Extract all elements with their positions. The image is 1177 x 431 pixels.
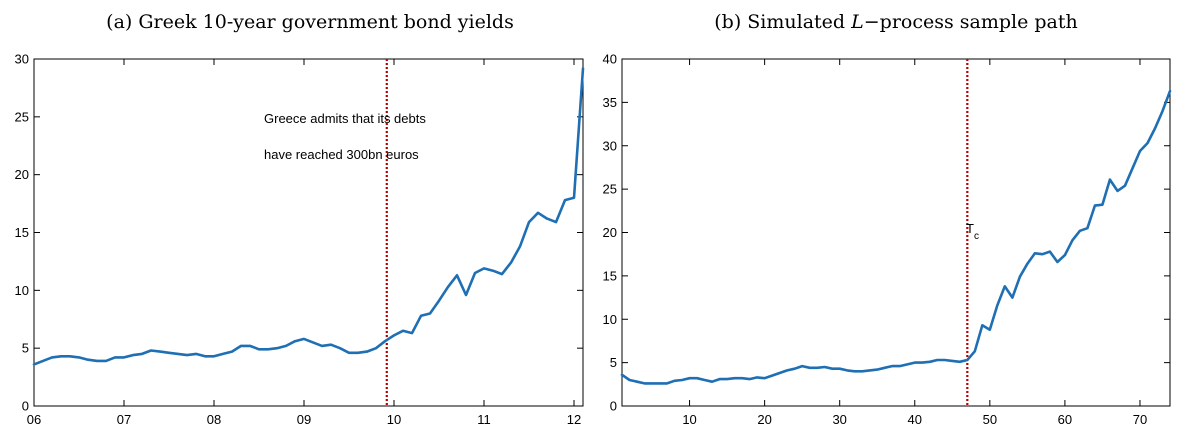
y-tick-label: 0: [610, 399, 617, 414]
y-tick-label: 5: [610, 355, 617, 370]
y-tick-label: 0: [22, 399, 29, 414]
panel-b-title-italic: L: [850, 11, 864, 33]
panel-b-axes-box: [621, 58, 1171, 407]
y-tick-label: 10: [603, 312, 617, 327]
panel-a-axes-box: [33, 58, 584, 407]
x-tick-label: 11: [477, 412, 491, 427]
panel-a-series-line: [32, 67, 585, 366]
x-tick-label: 10: [387, 412, 401, 427]
panel-b-series-line: [620, 89, 1172, 385]
x-tick-label: 60: [1058, 412, 1072, 427]
panel-a-annotation-line-1: Greece admits that its debts: [264, 111, 426, 126]
x-tick-label: 06: [27, 412, 41, 427]
panel-b-x-ticks: 10 20 30 40 50 60 70: [682, 59, 1147, 427]
panel-a-x-ticks: 06 07 08 09 10 11 12: [27, 59, 581, 427]
y-tick-label: 15: [15, 225, 29, 240]
x-tick-label: 08: [207, 412, 221, 427]
panel-a-y-ticks: 0 5 10 15 20 25 30: [15, 52, 583, 414]
x-tick-label: 50: [983, 412, 997, 427]
y-tick-label: 30: [15, 52, 29, 67]
panel-b-tc-label-sub: c: [974, 231, 979, 242]
y-tick-label: 40: [603, 52, 617, 67]
y-tick-label: 35: [603, 95, 617, 110]
x-tick-label: 10: [682, 412, 696, 427]
y-tick-label: 20: [15, 167, 29, 182]
panel-b-title: (b) Simulated L−process sample path: [714, 11, 1078, 33]
panel-b-tc-label: Tc: [966, 221, 979, 242]
panel-b-y-ticks: 0 5 10 15 20 25 30 35 40: [603, 52, 1170, 414]
y-tick-label: 15: [603, 268, 617, 283]
panel-b-title-suffix: −process sample path: [864, 11, 1078, 33]
panel-b: (b) Simulated L−process sample path 0 5 10…: [603, 11, 1172, 427]
y-tick-label: 10: [15, 283, 29, 298]
x-tick-label: 09: [297, 412, 311, 427]
panel-a: (a) Greek 10-year government bond yields…: [15, 11, 585, 427]
x-tick-label: 12: [567, 412, 581, 427]
y-tick-label: 25: [15, 109, 29, 124]
x-tick-label: 40: [908, 412, 922, 427]
x-tick-label: 70: [1133, 412, 1147, 427]
y-tick-label: 25: [603, 182, 617, 197]
x-tick-label: 30: [832, 412, 846, 427]
y-tick-label: 20: [603, 225, 617, 240]
x-tick-label: 20: [757, 412, 771, 427]
y-tick-label: 30: [603, 138, 617, 153]
panel-b-title-prefix: (b) Simulated: [714, 11, 851, 33]
y-tick-label: 5: [22, 341, 29, 356]
x-tick-label: 07: [117, 412, 131, 427]
panel-b-tc-label-main: T: [966, 221, 974, 236]
panel-a-title: (a) Greek 10-year government bond yields: [106, 11, 514, 33]
panel-a-annotation-line-2: have reached 300bn euros: [264, 147, 419, 162]
